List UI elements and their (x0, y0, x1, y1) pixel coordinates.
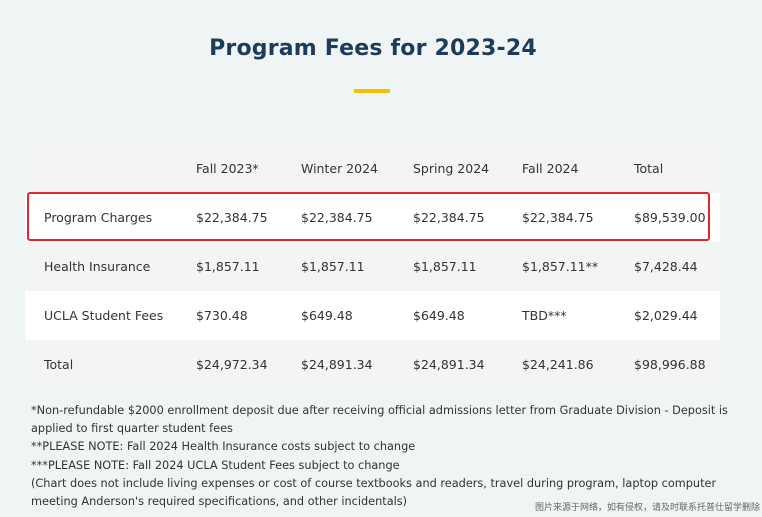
watermark: 图片来源于网络，如有侵权，请及时联系托普仕留学删除 (534, 503, 760, 513)
footnote-student-fees: ***PLEASE NOTE: Fall 2024 UCLA Student F… (31, 458, 400, 472)
table-cell: TBD*** (522, 308, 567, 323)
header-cell: Fall 2023* (196, 161, 259, 176)
table-cell: $22,384.75 (413, 210, 485, 225)
table-cell: $1,857.11 (413, 259, 477, 274)
table-cell: $730.48 (196, 308, 248, 323)
table-row: Health Insurance $1,857.11 $1,857.11 $1,… (25, 242, 720, 291)
table-cell: $24,972.34 (196, 357, 268, 372)
table-cell: $22,384.75 (196, 210, 268, 225)
table-cell: $22,384.75 (301, 210, 373, 225)
table-cell: $2,029.44 (634, 308, 698, 323)
row-label: Total (44, 357, 74, 372)
row-label: Program Charges (44, 210, 153, 225)
table-row: UCLA Student Fees $730.48 $649.48 $649.4… (25, 291, 720, 340)
row-label: Health Insurance (44, 259, 151, 274)
header-cell: Spring 2024 (413, 161, 490, 176)
header-cell: Total (634, 161, 664, 176)
table-cell: $24,891.34 (413, 357, 485, 372)
table-cell: $1,857.11** (522, 259, 599, 274)
table-cell: $89,539.00 (634, 210, 706, 225)
fees-table: Fall 2023* Winter 2024 Spring 2024 Fall … (25, 144, 720, 389)
header-cell: Winter 2024 (301, 161, 378, 176)
table-cell: $649.48 (301, 308, 353, 323)
table-cell: $7,428.44 (634, 259, 698, 274)
row-label: UCLA Student Fees (44, 308, 164, 323)
footnotes: *Non-refundable $2000 enrollment deposit… (31, 402, 731, 511)
table-cell: $1,857.11 (196, 259, 260, 274)
title-accent-bar (354, 89, 390, 93)
table-cell: $24,891.34 (301, 357, 373, 372)
header-cell: Fall 2024 (522, 161, 579, 176)
table-cell: $24,241.86 (522, 357, 594, 372)
table-row: Program Charges $22,384.75 $22,384.75 $2… (25, 193, 720, 242)
footnote-deposit: *Non-refundable $2000 enrollment deposit… (31, 404, 728, 436)
table-total-row: Total $24,972.34 $24,891.34 $24,891.34 $… (25, 340, 720, 389)
table-header-row: Fall 2023* Winter 2024 Spring 2024 Fall … (25, 144, 720, 193)
table-cell: $22,384.75 (522, 210, 594, 225)
footnote-health-insurance: **PLEASE NOTE: Fall 2024 Health Insuranc… (31, 440, 416, 454)
table-cell: $98,996.88 (634, 357, 706, 372)
footnote-exclusions: (Chart does not include living expenses … (31, 476, 717, 509)
table-cell: $649.48 (413, 308, 465, 323)
page-title: Program Fees for 2023-24 (209, 36, 537, 61)
table-cell: $1,857.11 (301, 259, 365, 274)
